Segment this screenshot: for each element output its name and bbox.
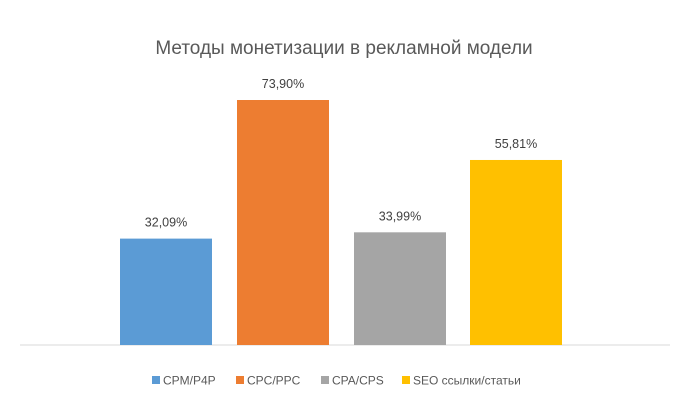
legend-label: CPA/CPS xyxy=(332,374,384,388)
data-label: 32,09% xyxy=(145,216,187,230)
legend-label: SEO ссылки/статьи xyxy=(413,374,521,388)
legend-swatch xyxy=(321,376,329,384)
chart-title: Методы монетизации в рекламной модели xyxy=(155,38,532,59)
data-label: 55,81% xyxy=(495,137,537,151)
bar-0 xyxy=(120,238,212,345)
bar-3 xyxy=(470,159,562,345)
legend-swatch xyxy=(236,376,244,384)
data-label: 33,99% xyxy=(379,209,421,223)
legend-swatch xyxy=(402,376,410,384)
data-label: 73,90% xyxy=(262,77,304,91)
bar-2 xyxy=(354,232,446,345)
bar-1 xyxy=(237,100,329,345)
legend-label: CPM/P4P xyxy=(163,374,216,388)
legend-swatch xyxy=(152,376,160,384)
legend-label: CPC/PPC xyxy=(247,374,301,388)
